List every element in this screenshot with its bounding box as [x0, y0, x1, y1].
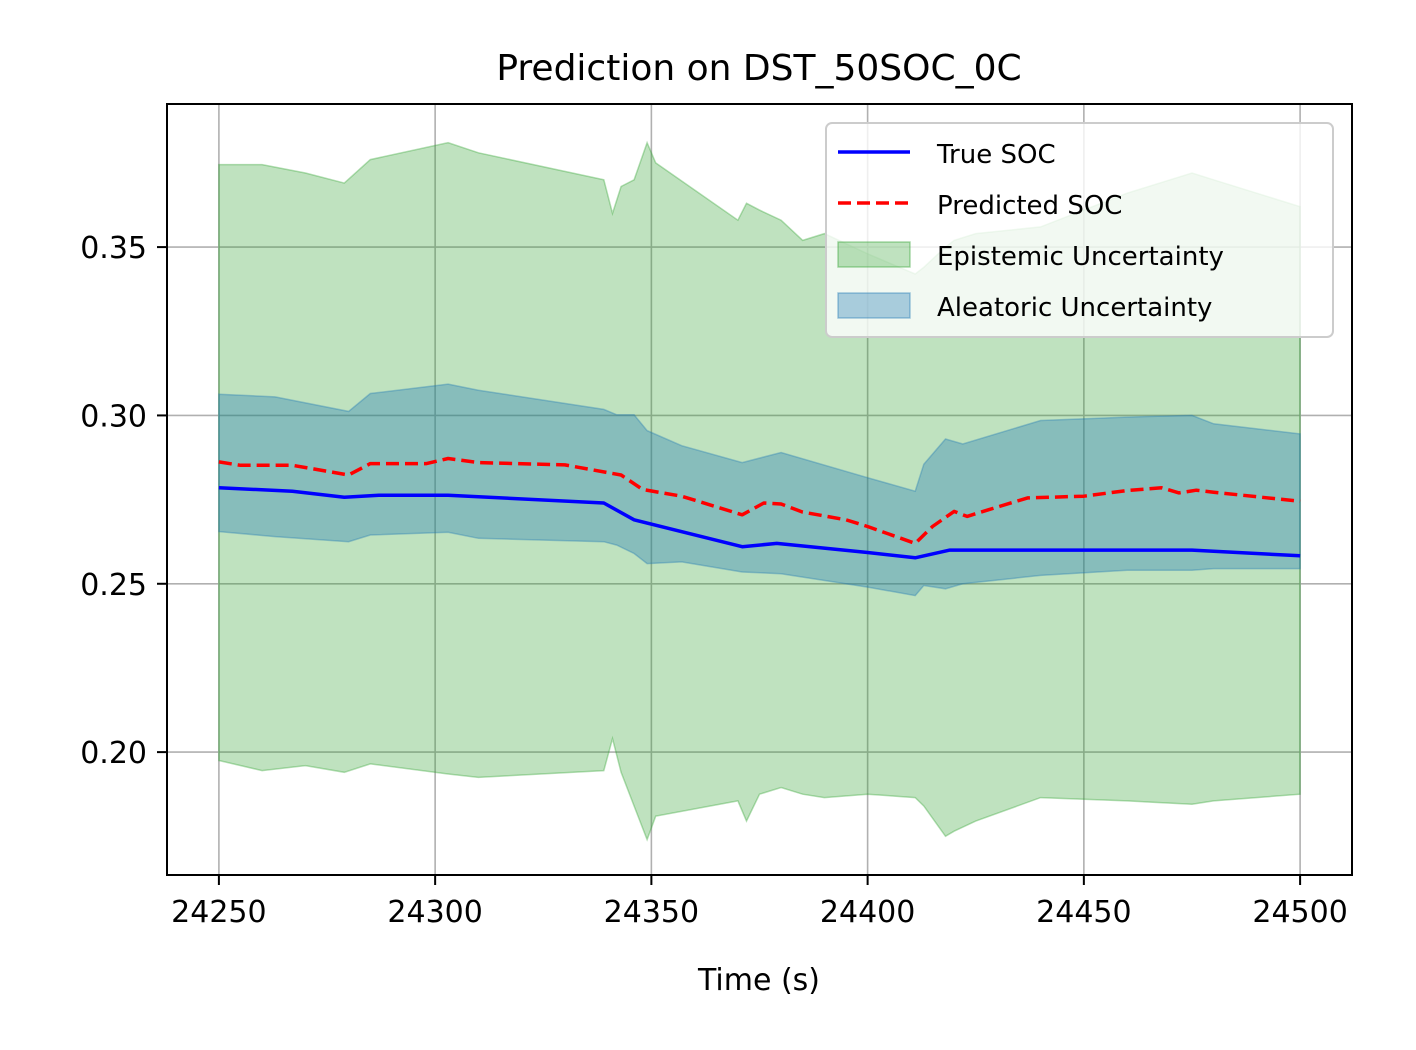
x-tick-label: 24300 [387, 895, 482, 930]
series-lines [218, 456, 1301, 560]
y-axis-ticks: 0.20 0.25 0.30 0.35 [80, 231, 167, 771]
x-tick-label: 24500 [1252, 895, 1347, 930]
legend-aleatoric-label: Aleatoric Uncertainty [937, 293, 1212, 323]
y-tick-label: 0.35 [80, 231, 147, 266]
aleatoric-uncertainty-band [218, 383, 1301, 597]
legend-box [825, 122, 1334, 338]
y-tick-label: 0.30 [80, 399, 147, 434]
x-tick-label: 24450 [1036, 895, 1131, 930]
y-tick-label: 0.20 [80, 736, 147, 771]
legend: True SOC Predicted SOC Epistemic Uncerta… [825, 122, 1334, 338]
chart-title: Prediction on DST_50SOC_0C [496, 48, 1021, 89]
plot-frame [166, 103, 1353, 876]
legend-true-soc-label: True SOC [936, 140, 1056, 170]
x-tick-label: 24400 [820, 895, 915, 930]
x-axis-ticks: 24250 24300 24350 24400 24450 24500 [171, 875, 1348, 930]
legend-epistemic-label: Epistemic Uncertainty [937, 242, 1224, 272]
true-soc-line [218, 486, 1301, 560]
legend-epistemic-swatch [837, 241, 911, 268]
legend-aleatoric-swatch [837, 292, 911, 319]
predicted-soc-line [218, 456, 1301, 546]
x-axis-title: Time (s) [697, 963, 820, 998]
legend-predicted-soc-label: Predicted SOC [937, 191, 1122, 221]
x-tick-label: 24250 [171, 895, 266, 930]
y-tick-label: 0.25 [80, 568, 147, 603]
x-tick-label: 24350 [604, 895, 699, 930]
